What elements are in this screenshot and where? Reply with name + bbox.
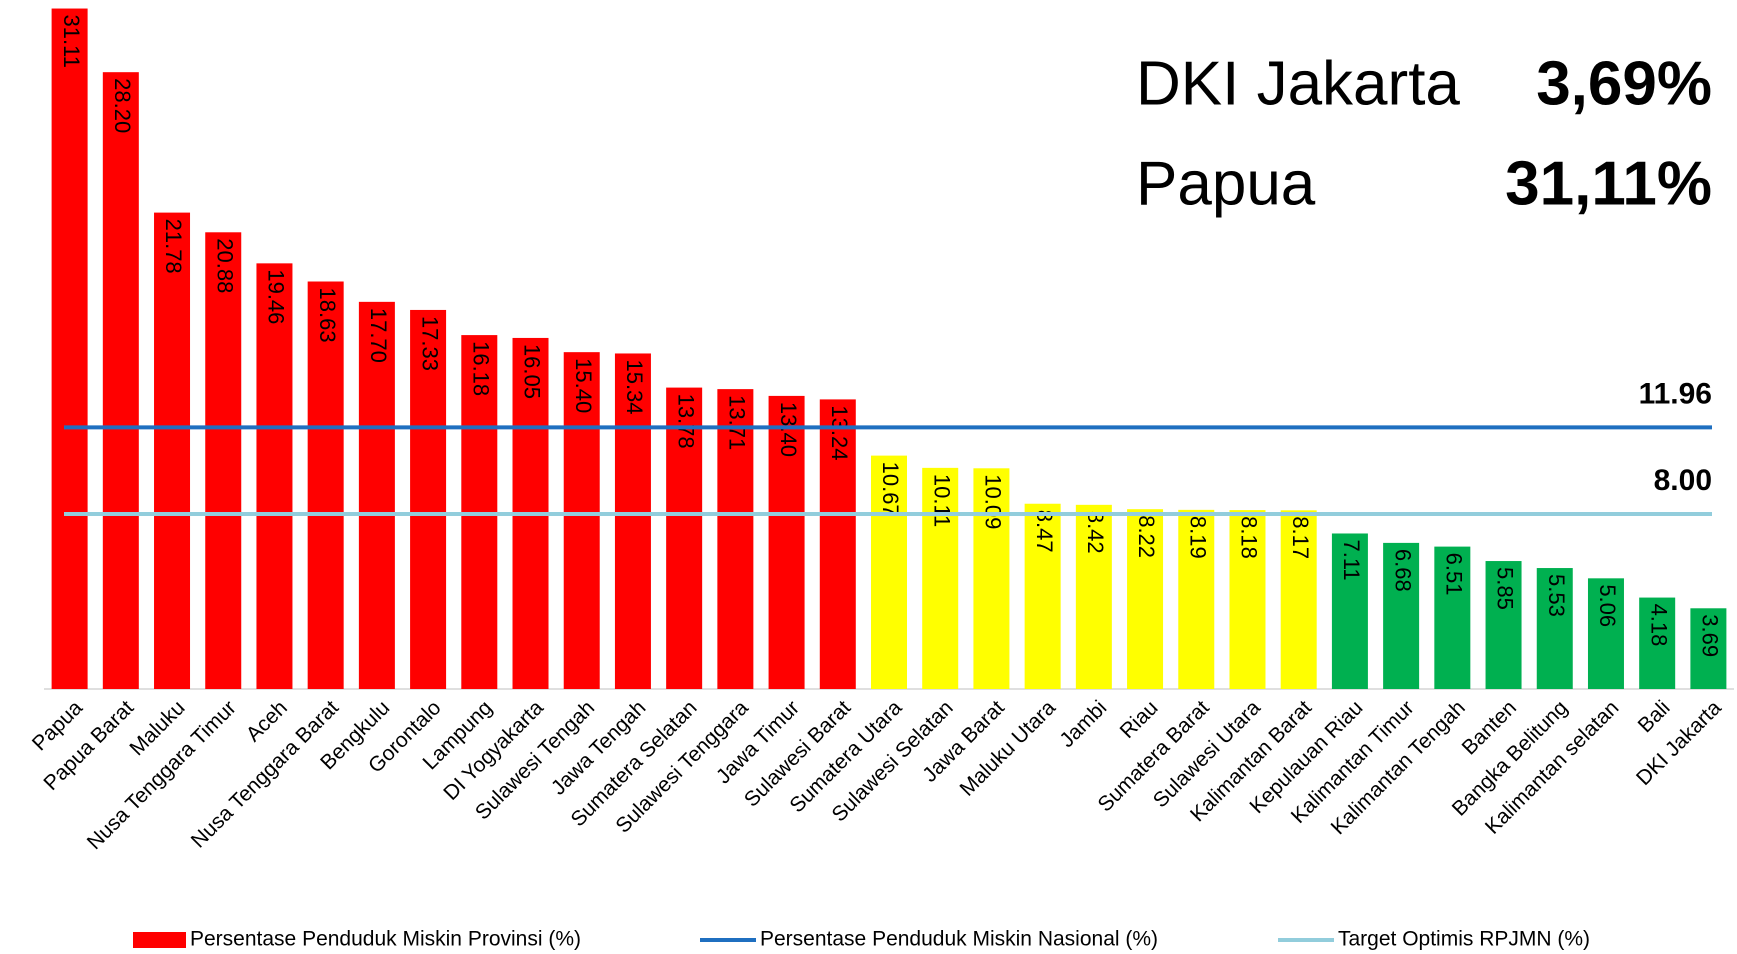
- value-label: 13.71: [725, 395, 750, 450]
- value-label: 8.42: [1083, 511, 1108, 554]
- value-label: 21.78: [161, 219, 186, 274]
- bar: [614, 353, 651, 689]
- value-label: 5.53: [1544, 574, 1569, 617]
- x-tick-label: Jambi: [1055, 696, 1111, 752]
- bar: [563, 352, 600, 689]
- value-label: 18.63: [315, 288, 340, 343]
- value-label: 10.67: [878, 462, 903, 517]
- bar: [205, 232, 242, 689]
- bar: [1434, 546, 1471, 689]
- bar: [256, 263, 293, 689]
- value-label: 5.85: [1493, 567, 1518, 610]
- bar: [1587, 578, 1624, 689]
- bar: [154, 212, 191, 689]
- value-label: 5.06: [1595, 584, 1620, 627]
- bar: [307, 281, 344, 689]
- reference-label: 11.96: [1639, 377, 1712, 410]
- bar: [1536, 568, 1573, 689]
- value-label: 8.18: [1237, 516, 1262, 559]
- value-label: 13.40: [776, 402, 801, 457]
- x-tick-label: Bali: [1634, 696, 1675, 737]
- value-label: 6.51: [1442, 553, 1467, 596]
- legend-label: Persentase Penduduk Miskin Nasional (%): [760, 928, 1158, 951]
- reference-label: 8.00: [1654, 464, 1712, 497]
- bar: [1639, 597, 1676, 689]
- bar: [410, 309, 447, 689]
- value-label: 8.17: [1288, 516, 1313, 559]
- x-tick-label: Papua Barat: [39, 696, 138, 795]
- value-label: 4.18: [1646, 604, 1671, 647]
- bar: [1331, 533, 1368, 689]
- bar: [1280, 510, 1317, 689]
- bar: [51, 8, 88, 690]
- value-label: 15.34: [622, 359, 647, 414]
- value-label: 6.68: [1390, 549, 1415, 592]
- value-label: 3.69: [1698, 614, 1723, 657]
- bar: [717, 389, 754, 689]
- value-label: 8.19: [1185, 516, 1210, 559]
- value-label: 10.09: [981, 474, 1006, 529]
- annotation-label: Papua: [1136, 149, 1316, 218]
- bar: [973, 468, 1010, 689]
- bar: [768, 395, 805, 689]
- bar: [922, 467, 959, 689]
- bar: [358, 301, 395, 689]
- bar: [102, 72, 139, 689]
- x-tick-label: Riau: [1116, 696, 1163, 743]
- value-label: 10.11: [929, 474, 954, 527]
- legend-swatch: [133, 932, 186, 948]
- value-label: 15.40: [571, 358, 596, 413]
- value-label: 19.46: [264, 269, 289, 324]
- value-label: 28.20: [110, 78, 135, 133]
- value-label: 8.22: [1134, 515, 1159, 558]
- annotation-label: DKI Jakarta: [1136, 49, 1460, 118]
- legend-label: Persentase Penduduk Miskin Provinsi (%): [190, 928, 581, 951]
- bar: [871, 455, 907, 689]
- bar: [1383, 542, 1420, 689]
- annotation-value: 3,69%: [1536, 49, 1712, 118]
- value-label: 31.11: [59, 15, 84, 68]
- value-label: 7.11: [1339, 539, 1364, 580]
- value-label: 13.78: [673, 394, 698, 449]
- bar: [819, 399, 856, 689]
- bar: [1485, 561, 1522, 689]
- annotation-value: 31,11%: [1505, 149, 1712, 218]
- value-label: 20.88: [212, 238, 237, 293]
- value-label: 17.70: [366, 308, 391, 363]
- bar: [1127, 509, 1164, 689]
- bar: [1024, 503, 1061, 689]
- bar: [666, 387, 703, 689]
- bar: [1229, 510, 1266, 689]
- bar: [1178, 509, 1215, 689]
- bar: [1075, 504, 1112, 689]
- value-label: 16.05: [520, 344, 545, 399]
- value-label: 17.33: [417, 316, 442, 371]
- bar: [1690, 608, 1727, 689]
- legend-label: Target Optimis RPJMN (%): [1338, 928, 1590, 951]
- value-label: 8.47: [1032, 510, 1057, 553]
- value-label: 13.24: [827, 405, 852, 460]
- value-label: 16.18: [468, 341, 493, 396]
